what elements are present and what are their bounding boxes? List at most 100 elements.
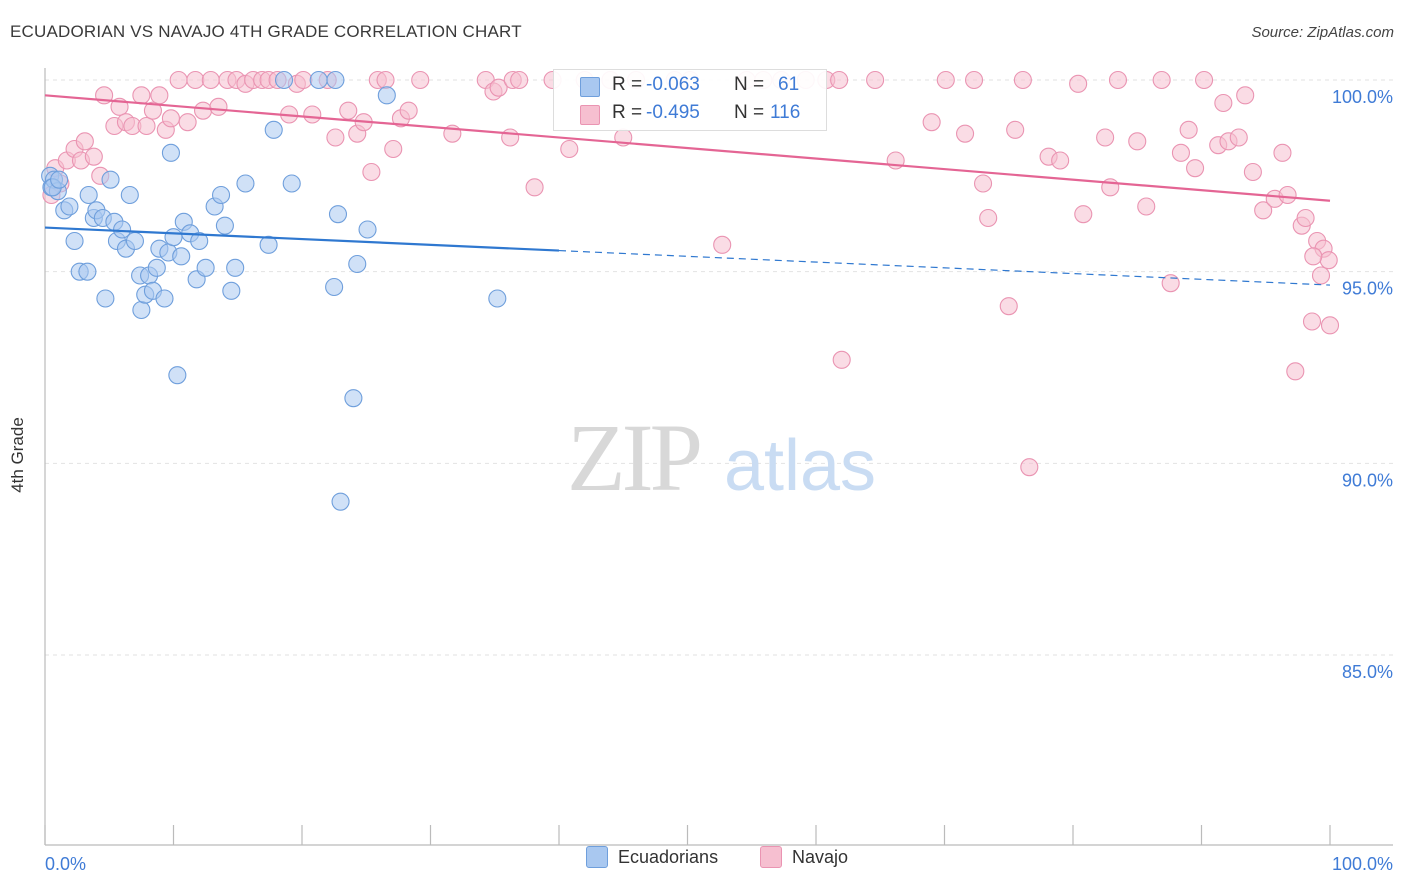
data-point	[1096, 128, 1115, 147]
legend: Ecuadorians Navajo	[0, 846, 1406, 882]
y-tick-label: 95.0%	[1342, 279, 1393, 299]
data-point	[155, 289, 174, 308]
data-point	[120, 185, 139, 205]
data-point	[303, 105, 322, 124]
data-point	[1006, 120, 1025, 139]
data-point	[143, 101, 162, 120]
legend-item-navajo[interactable]: Navajo	[760, 846, 848, 868]
trend-line-ecuadorians	[44, 226, 560, 252]
r-value-blue: -0.063	[646, 74, 700, 95]
data-point	[211, 185, 231, 205]
data-point	[1020, 458, 1039, 477]
y-tick-label: 100.0%	[1332, 87, 1393, 107]
data-point	[78, 262, 97, 281]
watermark-zip: ZIP	[567, 404, 700, 511]
data-point	[1214, 93, 1233, 113]
data-point	[161, 143, 180, 162]
data-point	[178, 113, 197, 132]
data-point	[309, 70, 328, 90]
data-point	[65, 231, 84, 251]
data-point	[965, 70, 984, 90]
axes	[44, 68, 1393, 846]
data-point	[164, 228, 183, 247]
data-point	[161, 109, 180, 128]
data-point	[999, 297, 1018, 316]
data-point	[125, 231, 144, 251]
data-point	[713, 235, 732, 254]
data-point	[866, 70, 885, 90]
legend-swatch-blue	[586, 846, 608, 868]
r-label: R =	[612, 74, 643, 95]
data-point	[169, 70, 188, 90]
data-point	[489, 78, 508, 97]
data-point	[96, 289, 115, 308]
data-point	[1108, 70, 1128, 90]
data-point	[209, 97, 228, 116]
data-point	[936, 70, 955, 90]
data-point	[101, 170, 120, 189]
data-point	[222, 281, 241, 300]
data-point	[1161, 274, 1180, 293]
tick-labels: 85.0% 90.0% 95.0% 100.0% 0.0% 100.0%	[45, 87, 1393, 874]
data-point	[348, 254, 367, 274]
n-label: N =	[734, 74, 765, 95]
data-point	[488, 289, 507, 308]
data-point	[274, 70, 294, 90]
data-point	[1296, 208, 1315, 228]
data-point	[1273, 143, 1292, 162]
data-point	[194, 101, 213, 120]
stats-swatch-pink	[580, 105, 600, 125]
data-point	[1069, 74, 1088, 93]
stats-swatch-blue	[580, 77, 600, 97]
data-point	[1320, 316, 1340, 335]
n-value-blue: 61	[778, 74, 800, 95]
data-point	[1229, 128, 1248, 147]
data-point	[75, 132, 94, 151]
data-point	[331, 492, 350, 511]
data-point	[525, 178, 544, 197]
data-point	[132, 86, 151, 105]
data-point	[376, 70, 395, 90]
legend-item-ecuadorians[interactable]: Ecuadorians	[586, 846, 718, 868]
data-point	[190, 231, 209, 251]
data-point	[973, 174, 993, 193]
data-point	[137, 116, 156, 136]
data-point	[132, 300, 151, 320]
data-point	[399, 101, 418, 120]
data-point	[264, 120, 283, 139]
data-point	[1074, 205, 1093, 224]
data-point	[501, 128, 520, 147]
stats-row-navajo: R = -0.495 N = 116	[554, 100, 826, 128]
data-point	[1186, 159, 1205, 178]
data-point	[1051, 151, 1070, 170]
legend-label-navajo: Navajo	[792, 846, 849, 867]
ecuadorian-points	[41, 70, 507, 511]
data-point	[326, 128, 345, 147]
y-tick-label: 85.0%	[1342, 662, 1393, 682]
trend-line-navajo	[44, 94, 1331, 202]
data-point	[1236, 86, 1255, 105]
data-point	[1128, 132, 1147, 151]
chart-title: ECUADORIAN VS NAVAJO 4TH GRADE CORRELATI…	[10, 22, 522, 41]
r-value-pink: -0.495	[646, 102, 700, 123]
stats-row-ecuadorians: R = -0.063 N = 61	[554, 72, 826, 100]
data-point	[201, 70, 220, 90]
data-point	[1304, 247, 1323, 266]
data-point	[956, 124, 975, 143]
data-point	[196, 258, 215, 277]
data-point	[1311, 266, 1331, 285]
n-label: N =	[734, 102, 765, 123]
data-point	[226, 258, 245, 277]
data-point	[1319, 251, 1338, 270]
data-point	[1171, 143, 1190, 162]
data-point	[150, 86, 169, 105]
data-point	[1179, 120, 1198, 139]
data-point	[510, 70, 529, 90]
source-label: Source: ZipAtlas.com	[1251, 24, 1394, 41]
data-point	[259, 235, 278, 254]
data-point	[560, 139, 579, 159]
data-point	[168, 366, 187, 385]
data-point	[1243, 162, 1262, 182]
data-point	[236, 174, 255, 193]
data-point	[328, 205, 348, 224]
